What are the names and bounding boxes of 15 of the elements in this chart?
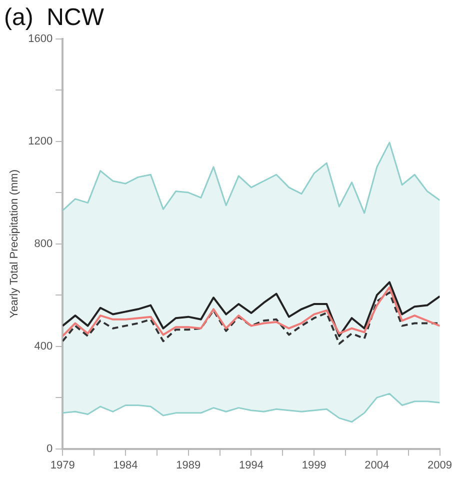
chart-title: (a) NCW (4, 4, 104, 32)
x-tick-label: 1994 (238, 459, 264, 472)
y-tick-label: 1600 (28, 32, 53, 45)
y-tick-label: 800 (34, 238, 53, 250)
line-series (62, 291, 440, 345)
x-tick-label: 1984 (113, 459, 138, 472)
y-axis-title: Yearly Total Precipitation (mm) (8, 170, 21, 318)
x-tick-label: 2004 (364, 459, 390, 472)
y-tick-label: 0 (46, 442, 53, 455)
x-tick-label: 1999 (302, 459, 326, 472)
x-tick-label: 1989 (176, 459, 201, 472)
x-tick-label: 2009 (428, 459, 452, 472)
y-tick-label: 400 (34, 340, 53, 352)
y-tick-label: 1200 (28, 135, 53, 148)
x-tick-label: 1979 (50, 459, 75, 472)
